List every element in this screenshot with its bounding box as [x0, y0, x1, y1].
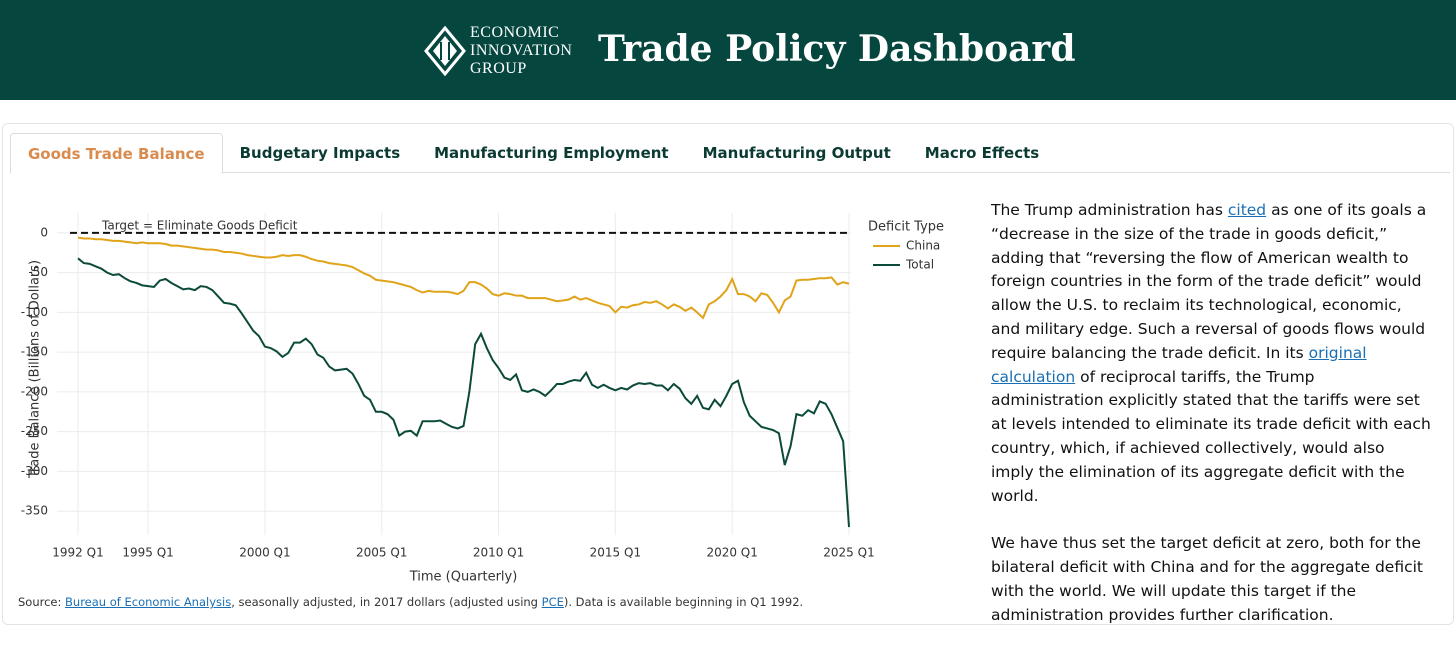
logo-icon [424, 26, 466, 76]
link[interactable]: original calculation [991, 343, 1367, 386]
paragraph: We have thus set the target deficit at z… [991, 532, 1431, 627]
text: as one of its goals a “decrease in the s… [991, 201, 1427, 362]
tab[interactable]: Manufacturing Employment [434, 144, 669, 162]
series-line [77, 257, 850, 528]
text: The Trump administration has [991, 201, 1228, 219]
x-tick-label: 2005 Q1 [356, 546, 407, 560]
text: , seasonally adjusted, in 2017 dollars (… [231, 595, 542, 609]
x-tick-label: 2020 Q1 [706, 546, 757, 560]
page: ECONOMIC INNOVATION GROUP Trade Policy D… [0, 0, 1456, 625]
logo-line: GROUP [470, 60, 527, 77]
y-tick-label: -100 [21, 305, 48, 319]
y-tick-label: -150 [21, 345, 48, 359]
description: The Trump administration has cited as on… [991, 199, 1431, 651]
chart: 1992 Q1 1995 Q1 2000 Q1 2005 Q1 2010 Q1 2015 … [21, 213, 944, 585]
x-tick-label: 2015 Q1 [590, 546, 641, 560]
tab-divider [10, 172, 1450, 173]
legend-label: China [906, 239, 940, 253]
title: Trade Policy Dashboard [598, 28, 1076, 70]
x-tick-label: 2010 Q1 [473, 546, 524, 560]
logo-line: INNOVATION [470, 42, 573, 59]
y-tick-label: 0 [40, 225, 48, 239]
y-tick-label: -50 [28, 265, 48, 279]
x-tick-label: 1992 Q1 [52, 546, 103, 560]
legend-label: Total [905, 258, 934, 272]
tab[interactable]: Manufacturing Output [702, 144, 891, 162]
header: ECONOMIC INNOVATION GROUP Trade Policy D… [0, 0, 1456, 100]
y-tick-label: -200 [21, 384, 48, 398]
text: We have thus set the target deficit at z… [991, 534, 1424, 624]
x-tick-label: 1995 Q1 [122, 546, 173, 560]
x-axis-title: Time (Quarterly) [409, 570, 518, 585]
y-axis-title: Trade Balance (Billions of Dollars) [28, 260, 43, 479]
text: ). Data is available beginning in Q1 199… [563, 595, 804, 609]
x-tick-label: 2025 Q1 [823, 546, 874, 560]
tab[interactable]: Macro Effects [924, 144, 1040, 162]
tab[interactable]: Goods Trade Balance [10, 133, 223, 174]
legend-title: Deficit Type [868, 220, 944, 235]
text: Source: [18, 595, 66, 609]
logo-text: ECONOMIC INNOVATION GROUP [470, 24, 572, 78]
series-line [77, 236, 850, 320]
annotation: Target = Eliminate Goods Deficit [101, 219, 298, 233]
text: of reciprocal tariffs, the Trump adminis… [991, 367, 1431, 505]
y-tick-label: -350 [21, 504, 48, 518]
y-tick-label: -250 [21, 424, 48, 438]
tabs: Goods Trade Balance Budgetary Impacts Manu… [10, 133, 1056, 174]
y-tick-label: -300 [21, 464, 48, 478]
link[interactable]: cited [1227, 201, 1267, 219]
link[interactable]: Bureau of Economic Analysis [65, 595, 232, 609]
x-tick-label: 2000 Q1 [239, 546, 290, 560]
link[interactable]: PCE [541, 595, 564, 609]
paragraph: The Trump administration has cited as on… [991, 199, 1431, 508]
tab[interactable]: Budgetary Impacts [239, 144, 401, 162]
logo-line: ECONOMIC [470, 24, 560, 41]
source: Source: Bureau of Economic Analysis, sea… [18, 595, 803, 609]
